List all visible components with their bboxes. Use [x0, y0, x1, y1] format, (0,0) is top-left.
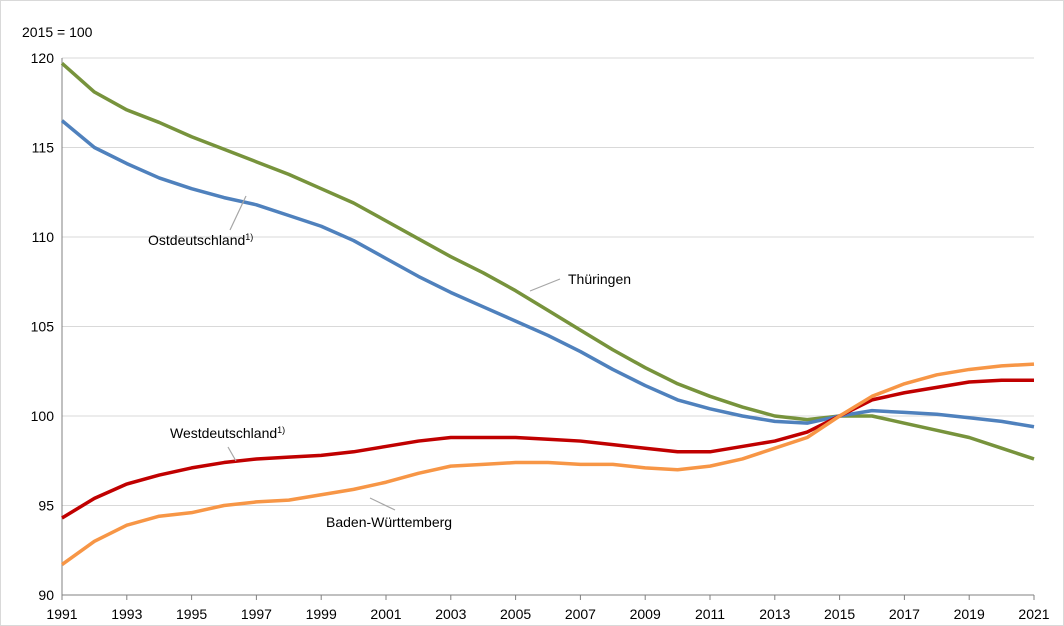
y-tick-label: 110 [32, 229, 55, 245]
line-series [60, 362, 1035, 566]
x-tick-label: 1999 [306, 606, 337, 622]
y-tick-label: 100 [31, 408, 55, 424]
x-tick-label: 2005 [500, 606, 531, 622]
x-tick-label: 1993 [111, 606, 142, 622]
x-tick-label: 2017 [889, 606, 920, 622]
y-tick-label: 105 [31, 319, 55, 335]
y-axis-label: 2015 = 100 [22, 24, 93, 40]
x-tick-label: 1997 [241, 606, 272, 622]
footnote-marker: 1) [277, 425, 285, 435]
x-tick-label: 1991 [46, 606, 77, 622]
leader-line [369, 497, 396, 511]
x-tick-label: 2003 [435, 606, 466, 622]
x-tick-label: 2015 [824, 606, 855, 622]
series-name: Ostdeutschland [148, 232, 245, 248]
y-tick-label: 120 [31, 50, 55, 66]
line-series [60, 62, 1035, 461]
footnote-marker: 1) [245, 232, 253, 242]
series-label: Ostdeutschland1) [148, 232, 253, 248]
series-label: Westdeutschland1) [170, 425, 285, 441]
series-name: Westdeutschland [170, 425, 277, 441]
x-tick-label: 2007 [565, 606, 596, 622]
series-label: Thüringen [568, 271, 631, 287]
x-tick-label: 2013 [759, 606, 790, 622]
leader-line [227, 446, 237, 462]
line-series [61, 378, 1034, 520]
x-tick-label: 2021 [1018, 606, 1049, 622]
x-tick-label: 2001 [370, 606, 401, 622]
series-name: Thüringen [568, 271, 631, 287]
y-tick-label: 115 [32, 140, 55, 156]
y-tick-label: 90 [38, 587, 54, 603]
series-name: Baden-Württemberg [326, 514, 452, 530]
x-tick-label: 2009 [630, 606, 661, 622]
series-label: Baden-Württemberg [326, 514, 452, 530]
x-tick-label: 1995 [176, 606, 207, 622]
line-series [60, 119, 1035, 429]
x-tick-label: 2019 [954, 606, 985, 622]
leader-line [529, 278, 561, 292]
y-tick-label: 95 [38, 498, 54, 514]
x-tick-label: 2011 [695, 606, 725, 622]
leader-line [229, 195, 247, 231]
